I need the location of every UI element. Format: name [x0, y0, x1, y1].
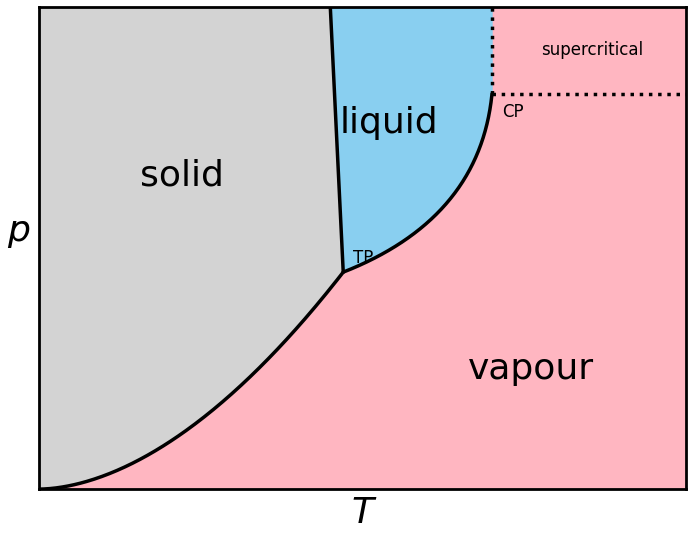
X-axis label: T: T — [351, 496, 374, 530]
Text: supercritical: supercritical — [541, 41, 643, 60]
Text: solid: solid — [139, 159, 223, 193]
Text: vapour: vapour — [468, 352, 594, 386]
Polygon shape — [331, 7, 492, 272]
Text: CP: CP — [502, 104, 523, 121]
Text: TP: TP — [353, 249, 374, 267]
Text: liquid: liquid — [339, 106, 438, 140]
Polygon shape — [40, 7, 343, 489]
Y-axis label: p: p — [7, 214, 30, 248]
